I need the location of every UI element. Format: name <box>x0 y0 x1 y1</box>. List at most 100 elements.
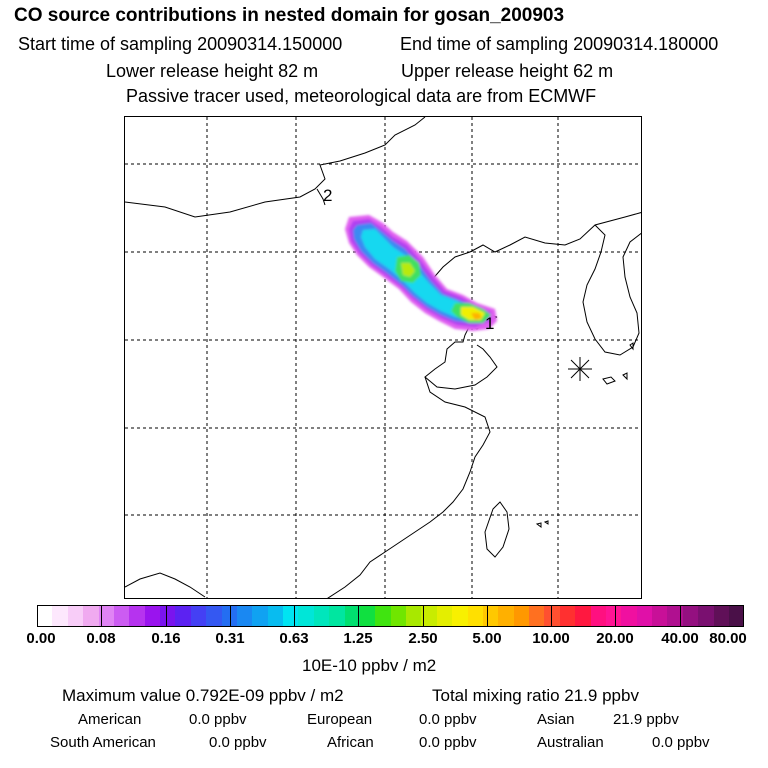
colorbar-tick-label: 2.50 <box>408 630 438 647</box>
colorbar-swatch <box>67 605 84 627</box>
plume-yellow-north <box>401 263 415 277</box>
region-value-australian: 0.0 ppbv <box>652 734 710 751</box>
colorbar-swatch <box>482 605 499 627</box>
colorbar-swatch <box>728 605 745 627</box>
grid-lines <box>125 117 641 598</box>
colorbar-swatch <box>467 605 483 627</box>
colorbar-swatch <box>513 605 529 627</box>
colorbar-tick <box>551 605 552 627</box>
colorbar-swatch <box>175 605 191 627</box>
colorbar-swatch <box>329 605 345 627</box>
colorbar-swatch <box>98 605 114 627</box>
region-name-european: European <box>307 711 373 728</box>
colorbar-swatch <box>236 605 253 627</box>
source-label-2: 2 <box>323 186 332 205</box>
colorbar-swatch <box>390 605 406 627</box>
region-name-south-american: South American <box>50 734 156 751</box>
region-value-south-american: 0.0 ppbv <box>209 734 267 751</box>
colorbar-tick <box>230 605 231 627</box>
plot-title: CO source contributions in nested domain… <box>14 5 565 26</box>
colorbar-tick-label: 5.00 <box>472 630 502 647</box>
colorbar-swatch <box>713 605 729 627</box>
region-value-american: 0.0 ppbv <box>189 711 247 728</box>
colorbar-swatch <box>529 605 545 627</box>
lower-release-height: Lower release height 82 m <box>106 61 319 81</box>
colorbar-swatch <box>421 605 437 627</box>
colorbar-swatch <box>544 605 560 627</box>
colorbar-swatch <box>406 605 422 627</box>
colorbar-swatch <box>160 605 176 627</box>
tracer-note: Passive tracer used, meteorological data… <box>126 86 597 106</box>
colorbar-swatch <box>37 605 53 627</box>
colorbar-units: 10E-10 ppbv / m2 <box>302 656 437 675</box>
source-label-1: 1 <box>485 314 494 333</box>
colorbar-tick-label: 0.08 <box>86 630 116 647</box>
total-mixing-ratio: Total mixing ratio 21.9 ppbv <box>432 686 639 705</box>
colorbar-swatch <box>283 605 299 627</box>
colorbar-tick <box>680 605 681 627</box>
receptor-asterisk-icon <box>568 357 592 381</box>
colorbar-swatch <box>436 605 453 627</box>
colorbar-tick-label: 0.16 <box>151 630 181 647</box>
colorbar-swatch <box>498 605 514 627</box>
colorbar-swatch <box>129 605 145 627</box>
colorbar-swatch <box>221 605 237 627</box>
region-name-asian: Asian <box>537 711 575 728</box>
colorbar-swatch <box>267 605 283 627</box>
colorbar-swatch <box>83 605 99 627</box>
colorbar-swatch <box>652 605 668 627</box>
coastlines <box>125 117 641 598</box>
colorbar-swatch <box>590 605 606 627</box>
region-name-american: American <box>78 711 142 728</box>
sampling-start: Start time of sampling 20090314.150000 <box>18 34 343 54</box>
map-canvas: 2 1 <box>125 117 641 598</box>
map-panel: 2 1 <box>124 116 642 599</box>
colorbar-swatch <box>667 605 683 627</box>
region-value-asian: 21.9 ppbv <box>613 711 679 728</box>
colorbar-swatch <box>206 605 222 627</box>
colorbar-tick-label: 0.63 <box>279 630 309 647</box>
upper-release-height: Upper release height 62 m <box>401 61 614 81</box>
colorbar-tick-label: 0.31 <box>215 630 245 647</box>
colorbar-swatch <box>52 605 68 627</box>
colorbar-tick-label: 0.00 <box>26 630 56 647</box>
colorbar-swatch <box>144 605 160 627</box>
region-value-european: 0.0 ppbv <box>419 711 477 728</box>
sampling-end: End time of sampling 20090314.180000 <box>400 34 719 54</box>
colorbar-tick <box>615 605 616 627</box>
colorbar-tick <box>101 605 102 627</box>
colorbar-swatch <box>621 605 637 627</box>
colorbar-tick <box>487 605 488 627</box>
plume-cyan <box>361 229 483 319</box>
plume-orange-core <box>471 313 482 320</box>
colorbar-swatch <box>636 605 652 627</box>
colorbar-swatch <box>698 605 714 627</box>
colorbar-tick-label: 20.00 <box>596 630 634 647</box>
max-value: Maximum value 0.792E-09 ppbv / m2 <box>62 686 344 705</box>
region-name-african: African <box>327 734 374 751</box>
colorbar-tick-label: 80.00 <box>709 630 747 647</box>
region-value-african: 0.0 ppbv <box>419 734 477 751</box>
colorbar-tick <box>166 605 167 627</box>
colorbar-swatch <box>575 605 591 627</box>
colorbar-swatch <box>452 605 468 627</box>
colorbar-swatch <box>559 605 576 627</box>
colorbar-tick <box>423 605 424 627</box>
colorbar-tick <box>294 605 295 627</box>
colorbar-tick <box>358 605 359 627</box>
colorbar-tick-label: 40.00 <box>661 630 699 647</box>
colorbar-swatch <box>252 605 268 627</box>
colorbar-swatch <box>344 605 360 627</box>
colorbar-swatch <box>375 605 391 627</box>
colorbar-swatch <box>190 605 207 627</box>
region-name-australian: Australian <box>537 734 604 751</box>
colorbar-swatch <box>682 605 699 627</box>
colorbar-swatch <box>605 605 622 627</box>
colorbar <box>37 605 745 627</box>
colorbar-swatch <box>113 605 130 627</box>
map-markers: 2 1 <box>323 186 592 381</box>
co-plume <box>345 215 497 331</box>
colorbar-tick-label: 10.00 <box>532 630 570 647</box>
colorbar-swatch <box>313 605 330 627</box>
colorbar-swatch <box>359 605 376 627</box>
